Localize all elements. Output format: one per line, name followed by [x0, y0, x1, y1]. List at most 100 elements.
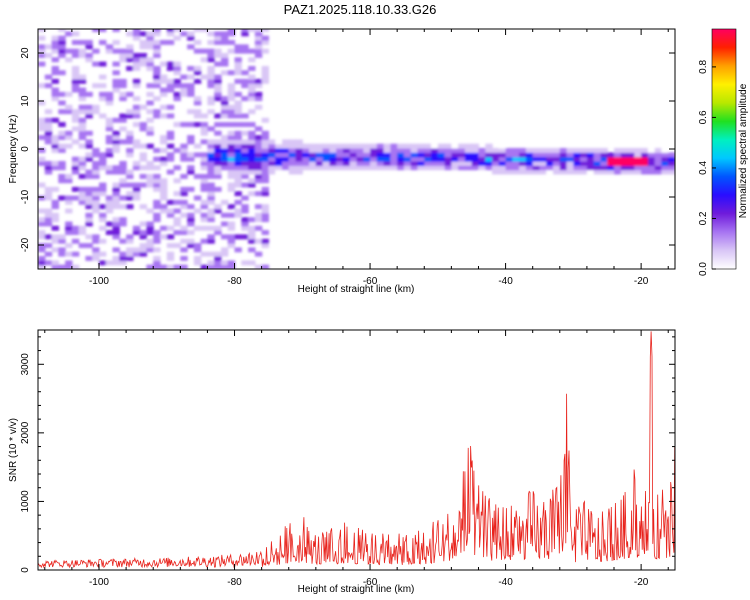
spectrogram-cell [566, 156, 574, 162]
spectrogram-cell [431, 165, 439, 171]
spectrogram-cell [112, 260, 120, 266]
spectrogram-cell [288, 143, 297, 149]
spectrogram-cell [383, 152, 391, 158]
spectrogram-cell [51, 117, 59, 123]
spectrogram-cell [580, 169, 588, 175]
spectrogram-cell [234, 161, 242, 166]
spectrogram-cell [464, 161, 473, 166]
spectrogram-cell [214, 78, 222, 84]
spectrogram-cell [492, 169, 500, 175]
spectrogram-cell [261, 217, 269, 223]
spectrogram-cell [200, 161, 208, 166]
spectrogram-cell [207, 78, 215, 84]
spectrogram-cell [634, 152, 642, 158]
spectrogram-cell [92, 109, 100, 115]
spectrogram-cell [38, 29, 46, 32]
spectrogram-cell [241, 169, 249, 175]
spectrogram-cell [71, 126, 80, 132]
spectrogram-cell [383, 143, 391, 149]
spectrogram-cell [464, 143, 473, 149]
spectrogram-cell [207, 169, 215, 175]
spectrogram-cell [288, 169, 297, 175]
spectrogram-cell [112, 87, 120, 93]
spectrogram-cell [329, 143, 337, 149]
spectrogram-cell [315, 165, 324, 171]
spectrogram-cell [38, 48, 46, 54]
spectrogram-cell [234, 169, 242, 175]
spectrogram-cell [525, 165, 534, 171]
spectrogram-cell [119, 260, 127, 266]
spectrogram-cell [234, 48, 242, 54]
spectrogram-cell [78, 96, 87, 102]
spectrogram-cell [275, 148, 283, 153]
spectrogram-cell [58, 122, 66, 127]
spectrogram-cell [498, 169, 507, 175]
spectrogram-cell [139, 182, 147, 188]
spectrogram-cell [221, 139, 229, 145]
spectrogram-cell [342, 161, 351, 166]
spectrogram-cell [112, 83, 120, 89]
spectrogram-cell [227, 31, 236, 37]
spectrogram-cell [234, 57, 242, 63]
spectrogram-cell [180, 264, 188, 269]
spectrogram-cell [173, 217, 181, 223]
spectrogram-cell [58, 70, 66, 76]
spectrogram-cell [146, 44, 154, 50]
spectrogram-cell [254, 104, 263, 110]
spectrogram-cell [153, 29, 161, 32]
spectrogram-cell [417, 148, 425, 153]
spectrogram-cell [105, 135, 114, 140]
spectrogram-cell [471, 161, 480, 166]
spectrogram-cell [505, 165, 513, 171]
spectrogram-cell [38, 234, 46, 240]
spectrogram-cell [227, 182, 236, 188]
spectrogram-cell [580, 165, 588, 171]
spectrogram-cell [593, 165, 602, 171]
spectrogram-cell [58, 53, 66, 58]
spectrogram-cell [234, 143, 242, 149]
spectrogram-cell [180, 31, 188, 37]
spectrogram-cell [227, 212, 236, 218]
spectrogram-cell [132, 31, 141, 37]
spectrogram-cell [65, 174, 73, 179]
spectrogram-cell [38, 126, 46, 132]
spectrogram-cell [51, 260, 59, 266]
spectrogram-cell [566, 152, 574, 158]
spectrogram-cell [356, 143, 364, 149]
spectrogram-cell [254, 264, 263, 269]
spectrogram-cell [221, 161, 229, 166]
spectrogram-cell [166, 29, 175, 32]
spectrogram-cell [200, 238, 208, 244]
spectrogram-cell [85, 221, 93, 227]
spectrogram-cell [126, 152, 134, 158]
spectrogram-cell [146, 161, 154, 166]
spectrogram-cell [78, 186, 87, 192]
spectrogram-cell [92, 83, 100, 89]
spectrogram-cell [620, 169, 629, 175]
spectrogram-cell [505, 152, 513, 158]
spectrogram-cell [661, 152, 669, 158]
spectrogram-cell [207, 40, 215, 45]
spectrogram-cell [180, 156, 188, 162]
spectrogram-cell [607, 165, 615, 171]
spectrogram-cell [254, 40, 263, 45]
spectrogram-cell [261, 178, 269, 184]
spectrogram-cell [200, 174, 208, 179]
spectrogram-cell [132, 66, 141, 71]
spectrogram-cell [99, 40, 107, 45]
spectrogram-cell [478, 148, 486, 153]
spectrogram-cell [254, 169, 263, 175]
spectrogram-cell [139, 44, 147, 50]
spectrogram-cell [261, 174, 269, 179]
spectrogram-cell [254, 165, 263, 171]
spectrogram-cell [261, 165, 269, 171]
spectrogram-cell [153, 186, 161, 192]
spectrogram-cell [580, 156, 588, 162]
spectrogram-cell [614, 161, 622, 166]
spectrogram-cell [288, 139, 297, 145]
spectrogram-cell [180, 87, 188, 93]
spectrogram-cell [254, 78, 263, 84]
spectrogram-cell [519, 169, 527, 175]
spectrogram-cell [295, 148, 303, 153]
spectrogram-cell [146, 238, 154, 244]
